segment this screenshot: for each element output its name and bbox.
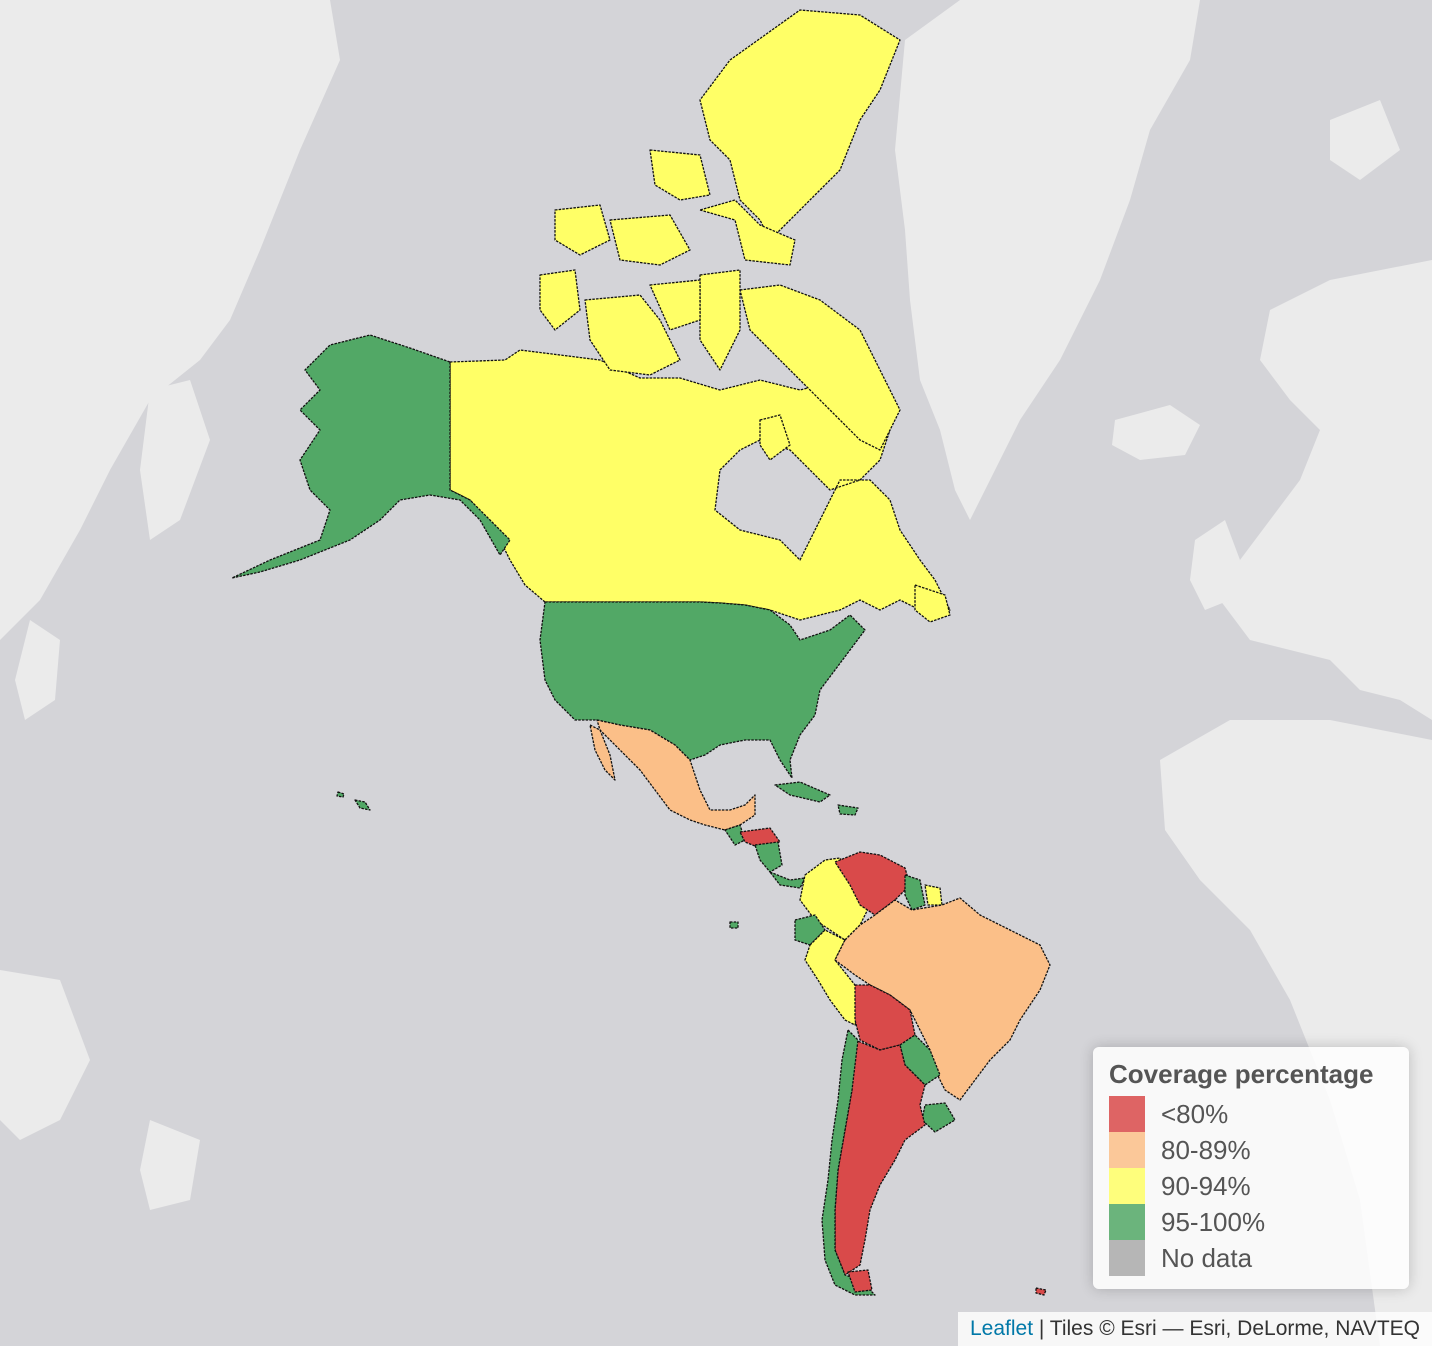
region-suriname[interactable] (924, 884, 943, 906)
region-mexico[interactable] (596, 719, 756, 831)
region-baja-california[interactable] (589, 724, 616, 781)
region-costa-rica-panama[interactable] (769, 871, 806, 889)
region-united-states[interactable] (539, 601, 866, 779)
region-chile[interactable] (821, 1029, 876, 1296)
legend-label: <80% (1161, 1098, 1229, 1129)
region-guyana[interactable] (904, 874, 926, 911)
legend-swatch-90-94 (1109, 1168, 1145, 1204)
region-canada-islands-5[interactable] (554, 204, 611, 256)
legend-swatch-lt80 (1109, 1096, 1145, 1132)
region-canada-islands-6[interactable] (609, 214, 691, 266)
attribution-separator: | (1033, 1317, 1050, 1340)
leaflet-link[interactable]: Leaflet (969, 1317, 1034, 1340)
region-tierra-del-fuego[interactable] (847, 1269, 873, 1293)
region-canada-islands-2[interactable] (584, 294, 681, 376)
region-nicaragua[interactable] (754, 841, 783, 873)
legend-label: 90-94% (1161, 1170, 1251, 1201)
legend-title: Coverage percentage (1109, 1059, 1374, 1089)
region-canada-newfoundland[interactable] (914, 584, 951, 623)
legend-item: 80-89% (1109, 1132, 1393, 1168)
legend-swatch-80-89 (1109, 1132, 1145, 1168)
legend-item: 95-100% (1109, 1204, 1393, 1240)
region-brazil[interactable] (834, 897, 1051, 1101)
region-canada-islands-3[interactable] (699, 269, 741, 371)
region-canada-islands-7[interactable] (699, 199, 796, 266)
legend-swatch-95-100 (1109, 1204, 1145, 1240)
region-hispaniola[interactable] (837, 804, 859, 816)
region-hawaii[interactable] (336, 791, 371, 811)
attribution-text: Tiles © Esri — Esri, DeLorme, NAVTEQ (1049, 1317, 1420, 1340)
region-cuba[interactable] (774, 781, 831, 803)
region-peru[interactable] (804, 929, 861, 1026)
region-galapagos[interactable] (729, 921, 739, 929)
region-canada-southampton[interactable] (759, 414, 791, 461)
map-attribution: Leaflet | Tiles © Esri — Esri, DeLorme, … (957, 1312, 1432, 1346)
country-layer[interactable] (231, 9, 1051, 1296)
legend-item: No data (1109, 1240, 1393, 1276)
region-canada-islands-8[interactable] (649, 149, 711, 201)
region-canada[interactable] (449, 349, 951, 621)
legend-item: 90-94% (1109, 1168, 1393, 1204)
region-alaska[interactable] (231, 334, 511, 579)
legend-label: 80-89% (1161, 1134, 1251, 1165)
region-falklands[interactable] (1035, 1287, 1047, 1296)
map-legend: Coverage percentage <80% 80-89% 90-94% 9… (1093, 1047, 1409, 1289)
region-canada-islands-1[interactable] (539, 269, 581, 331)
legend-label: 95-100% (1161, 1206, 1266, 1237)
legend-item: <80% (1109, 1096, 1393, 1132)
region-canada-islands-4[interactable] (649, 279, 701, 331)
region-uruguay[interactable] (921, 1102, 956, 1133)
legend-swatch-no-data (1109, 1240, 1145, 1276)
legend-label: No data (1161, 1242, 1253, 1273)
region-canada-arctic-islands[interactable] (699, 9, 901, 241)
region-canada-baffin[interactable] (739, 284, 901, 451)
region-venezuela[interactable] (834, 851, 911, 916)
